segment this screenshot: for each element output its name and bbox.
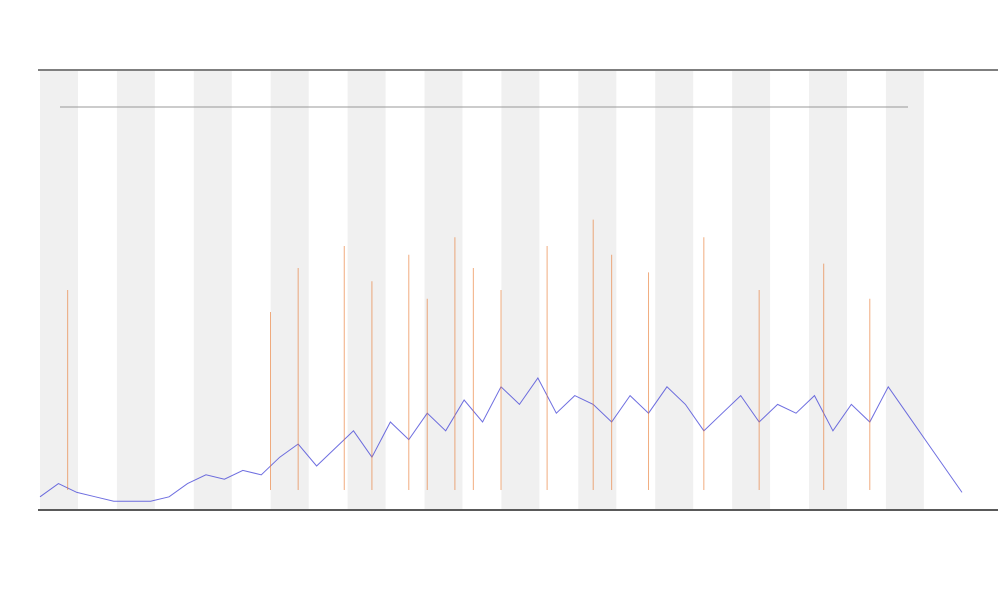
band bbox=[424, 71, 463, 509]
plot-area bbox=[39, 219, 963, 502]
band bbox=[116, 71, 155, 509]
band bbox=[270, 71, 309, 509]
band bbox=[885, 71, 924, 509]
band bbox=[809, 71, 847, 509]
band bbox=[578, 71, 617, 509]
band bbox=[193, 71, 232, 509]
band bbox=[501, 71, 540, 509]
band bbox=[732, 71, 771, 509]
background-bands bbox=[40, 71, 924, 509]
band bbox=[347, 71, 386, 509]
band bbox=[655, 71, 694, 509]
band bbox=[40, 71, 78, 509]
